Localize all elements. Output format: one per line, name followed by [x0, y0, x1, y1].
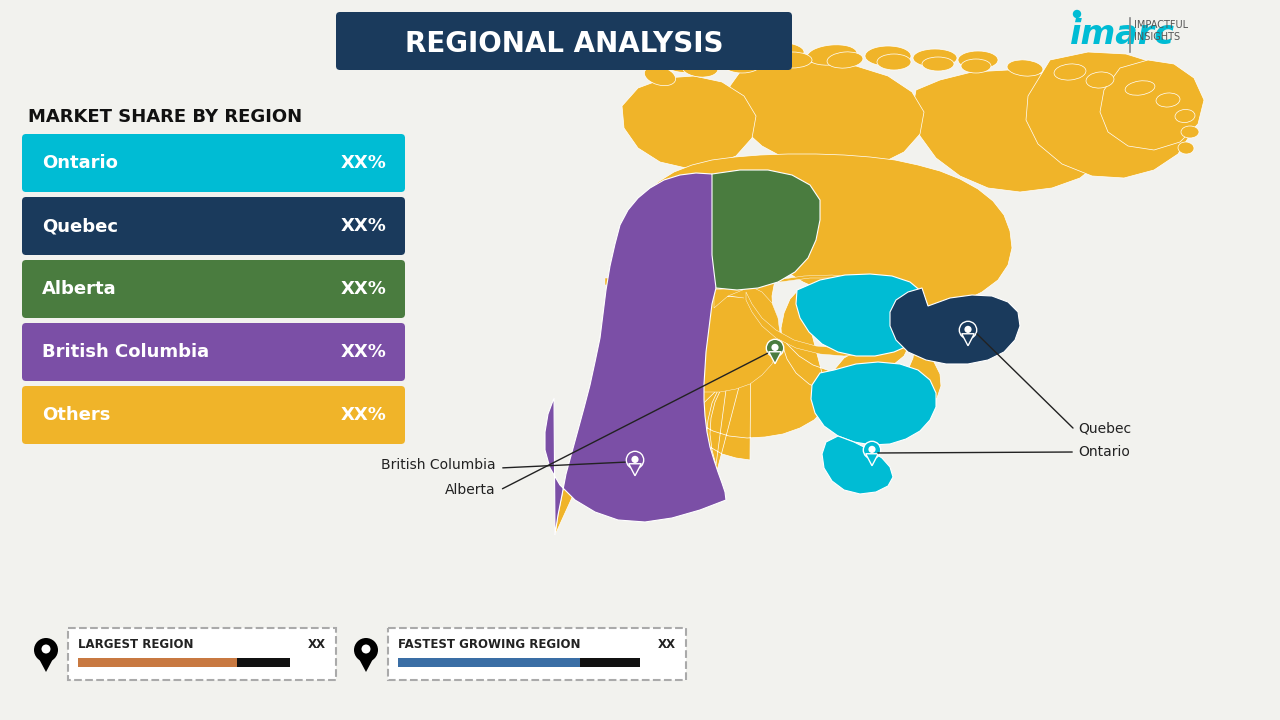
Ellipse shape [1181, 126, 1199, 138]
Circle shape [1074, 11, 1080, 17]
Text: XX%: XX% [342, 406, 387, 424]
Text: XX: XX [308, 637, 326, 650]
Ellipse shape [827, 52, 863, 68]
Polygon shape [769, 352, 781, 364]
Circle shape [772, 344, 778, 351]
Ellipse shape [877, 54, 911, 70]
Circle shape [626, 451, 644, 469]
Text: Quebec: Quebec [1078, 421, 1132, 435]
Ellipse shape [696, 44, 748, 66]
Polygon shape [545, 173, 728, 535]
Text: MARKET SHARE BY REGION: MARKET SHARE BY REGION [28, 108, 302, 126]
Text: British Columbia: British Columbia [42, 343, 209, 361]
Bar [580, 658, 640, 667]
Ellipse shape [772, 52, 812, 68]
Ellipse shape [1125, 81, 1155, 95]
Ellipse shape [1156, 93, 1180, 107]
Polygon shape [730, 62, 924, 170]
Ellipse shape [957, 51, 998, 69]
Polygon shape [622, 76, 756, 168]
Polygon shape [628, 464, 641, 476]
Polygon shape [605, 278, 780, 392]
Circle shape [35, 638, 58, 662]
Polygon shape [358, 657, 374, 672]
Polygon shape [911, 70, 1110, 192]
Text: INSIGHTS: INSIGHTS [1134, 32, 1180, 42]
Polygon shape [822, 436, 893, 494]
Ellipse shape [657, 48, 704, 73]
Polygon shape [812, 362, 936, 445]
Ellipse shape [1007, 60, 1043, 76]
Circle shape [631, 456, 639, 463]
Circle shape [355, 638, 378, 662]
FancyBboxPatch shape [22, 386, 404, 444]
Ellipse shape [682, 59, 718, 77]
Ellipse shape [961, 59, 991, 73]
Circle shape [863, 441, 881, 459]
Text: LARGEST REGION: LARGEST REGION [78, 637, 193, 650]
Text: XX: XX [658, 637, 676, 650]
Circle shape [868, 446, 876, 453]
Circle shape [361, 644, 370, 654]
Text: XX%: XX% [342, 217, 387, 235]
Polygon shape [712, 170, 820, 290]
Polygon shape [796, 274, 928, 356]
Text: FASTEST GROWING REGION: FASTEST GROWING REGION [398, 637, 581, 650]
Circle shape [964, 325, 972, 333]
Polygon shape [714, 275, 908, 356]
Ellipse shape [1085, 72, 1114, 88]
Ellipse shape [922, 57, 954, 71]
FancyBboxPatch shape [388, 628, 686, 680]
FancyBboxPatch shape [68, 628, 335, 680]
Text: Alberta: Alberta [42, 280, 116, 298]
FancyBboxPatch shape [22, 134, 404, 192]
Circle shape [767, 339, 783, 356]
Bar [237, 658, 291, 667]
Ellipse shape [1178, 142, 1194, 154]
Ellipse shape [865, 46, 911, 66]
Polygon shape [38, 657, 54, 672]
Polygon shape [961, 334, 974, 346]
Ellipse shape [1053, 64, 1085, 80]
FancyBboxPatch shape [335, 12, 792, 70]
FancyBboxPatch shape [22, 323, 404, 381]
Polygon shape [1100, 60, 1204, 150]
Polygon shape [556, 154, 1012, 535]
Polygon shape [890, 288, 1020, 364]
Ellipse shape [808, 45, 856, 66]
Text: British Columbia: British Columbia [381, 458, 497, 472]
Text: Quebec: Quebec [42, 217, 118, 235]
Text: Alberta: Alberta [445, 483, 497, 497]
Ellipse shape [644, 66, 676, 86]
Text: XX%: XX% [342, 280, 387, 298]
Ellipse shape [1175, 109, 1196, 122]
Circle shape [959, 321, 977, 338]
Polygon shape [865, 454, 878, 466]
Ellipse shape [746, 42, 804, 62]
FancyBboxPatch shape [22, 260, 404, 318]
Text: XX%: XX% [342, 343, 387, 361]
Ellipse shape [913, 49, 957, 67]
Text: Others: Others [42, 406, 110, 424]
FancyBboxPatch shape [22, 197, 404, 255]
Bar [398, 658, 580, 667]
Polygon shape [1027, 52, 1194, 178]
Text: imarc: imarc [1070, 18, 1175, 51]
Text: REGIONAL ANALYSIS: REGIONAL ANALYSIS [404, 30, 723, 58]
Circle shape [41, 644, 50, 654]
Text: Ontario: Ontario [1078, 445, 1130, 459]
Ellipse shape [723, 55, 762, 73]
Bar [78, 658, 237, 667]
Text: IMPACTFUL: IMPACTFUL [1134, 20, 1188, 30]
Text: Ontario: Ontario [42, 154, 118, 172]
Text: XX%: XX% [342, 154, 387, 172]
